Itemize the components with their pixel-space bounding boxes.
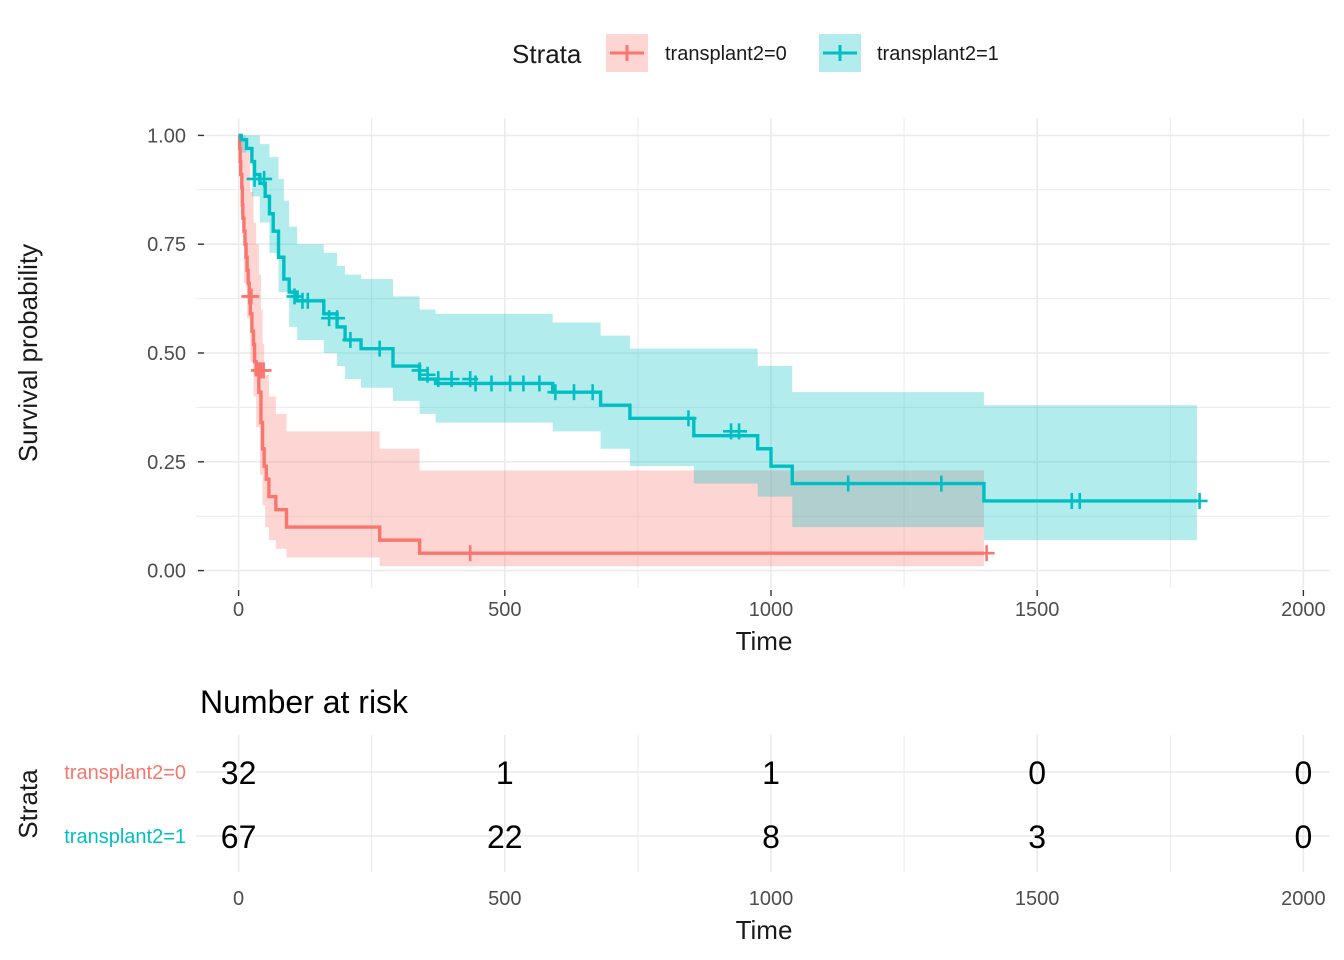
risk-x-tick-label: 1500	[1015, 888, 1060, 910]
risk-cell: 8	[762, 819, 780, 855]
x-tick-label: 2000	[1281, 599, 1326, 621]
risk-table-title: Number at risk	[200, 684, 409, 720]
risk-y-axis-title: Strata	[13, 769, 43, 839]
risk-cell: 67	[221, 819, 257, 855]
y-tick-label: 0.75	[147, 234, 186, 256]
x-tick-label: 500	[488, 599, 521, 621]
censor-mark-transplant2-1	[299, 292, 316, 309]
censor-mark-transplant2-1	[933, 475, 950, 492]
censor-mark-transplant2-1	[419, 366, 436, 383]
censor-mark-transplant2-1	[1071, 492, 1088, 509]
risk-x-tick-label: 2000	[1281, 888, 1326, 910]
survival-plot-grid	[196, 118, 1330, 588]
risk-cell: 32	[221, 755, 257, 791]
risk-x-tick-label: 0	[233, 888, 244, 910]
risk-cell: 1	[762, 755, 780, 791]
censor-mark-transplant2-1	[467, 375, 484, 392]
ci-band-transplant2-0	[238, 135, 984, 567]
legend: Strata transplant2=0 transplant2=1	[512, 34, 999, 72]
censor-mark-transplant2-1	[329, 310, 346, 327]
risk-cell: 0	[1294, 755, 1312, 791]
risk-table-row-labels: transplant2=0 transplant2=1	[64, 762, 186, 848]
x-tick-label: 0	[233, 599, 244, 621]
censor-mark-transplant2-0	[462, 545, 479, 562]
risk-table-axis: 0 500 1000 1500 2000	[233, 888, 1326, 910]
y-tick-label: 1.00	[147, 125, 186, 147]
censor-mark-transplant2-1	[342, 331, 359, 348]
y-tick-label: 0.00	[147, 561, 186, 583]
censor-mark-transplant2-1	[531, 375, 548, 392]
censor-mark-transplant2-1	[371, 340, 388, 357]
censor-mark-transplant2-1	[483, 375, 500, 392]
risk-cell: 0	[1028, 755, 1046, 791]
risk-cell: 0	[1294, 819, 1312, 855]
ci-band-transplant2-1	[238, 135, 1197, 541]
risk-x-axis-title: Time	[736, 915, 793, 945]
risk-cell: 3	[1028, 819, 1046, 855]
risk-row-label-transplant2-1: transplant2=1	[64, 826, 186, 848]
censor-mark-transplant2-1	[731, 423, 748, 440]
censor-mark-transplant2-1	[515, 375, 532, 392]
censor-mark-transplant2-0	[243, 288, 260, 305]
survival-curve-transplant2-0	[237, 133, 984, 555]
legend-title: Strata	[512, 39, 582, 69]
risk-cell: 22	[487, 819, 523, 855]
risk-table-cells: 32 1 1 0 0 67 22 8 3 0	[221, 755, 1312, 855]
risk-x-tick-label: 1000	[749, 888, 794, 910]
legend-label-transplant2-0: transplant2=0	[665, 43, 787, 65]
y-tick-label: 0.25	[147, 452, 186, 474]
risk-cell: 1	[496, 755, 514, 791]
y-axis-title: Survival probability	[13, 244, 43, 462]
risk-x-tick-label: 500	[488, 888, 521, 910]
x-tick-label: 1500	[1015, 599, 1060, 621]
censor-mark-transplant2-1	[680, 410, 697, 427]
y-tick-label: 0.50	[147, 343, 186, 365]
legend-key-transplant2-1	[819, 34, 861, 72]
censor-mark-transplant2-1	[1191, 492, 1208, 509]
censor-mark-transplant2-0	[978, 545, 995, 562]
legend-key-transplant2-0	[606, 34, 648, 72]
censor-mark-transplant2-0	[255, 362, 272, 379]
censor-mark-transplant2-1	[547, 384, 564, 401]
confidence-bands	[238, 135, 1197, 567]
censor-mark-transplant2-1	[840, 475, 857, 492]
censor-marks	[241, 170, 1208, 562]
x-axis-title: Time	[736, 626, 793, 656]
censor-mark-transplant2-1	[256, 170, 273, 187]
censor-mark-transplant2-1	[443, 371, 460, 388]
risk-table-grid	[196, 735, 1330, 872]
censor-mark-transplant2-1	[584, 384, 601, 401]
censor-mark-transplant2-1	[566, 384, 582, 401]
survival-plot-axes: 0 500 1000 1500 2000 0.00 0.25 0.50 0.75 1.00	[147, 125, 1326, 621]
risk-row-label-transplant2-0: transplant2=0	[64, 762, 186, 784]
legend-label-transplant2-1: transplant2=1	[877, 43, 999, 65]
x-tick-label: 1000	[749, 599, 794, 621]
